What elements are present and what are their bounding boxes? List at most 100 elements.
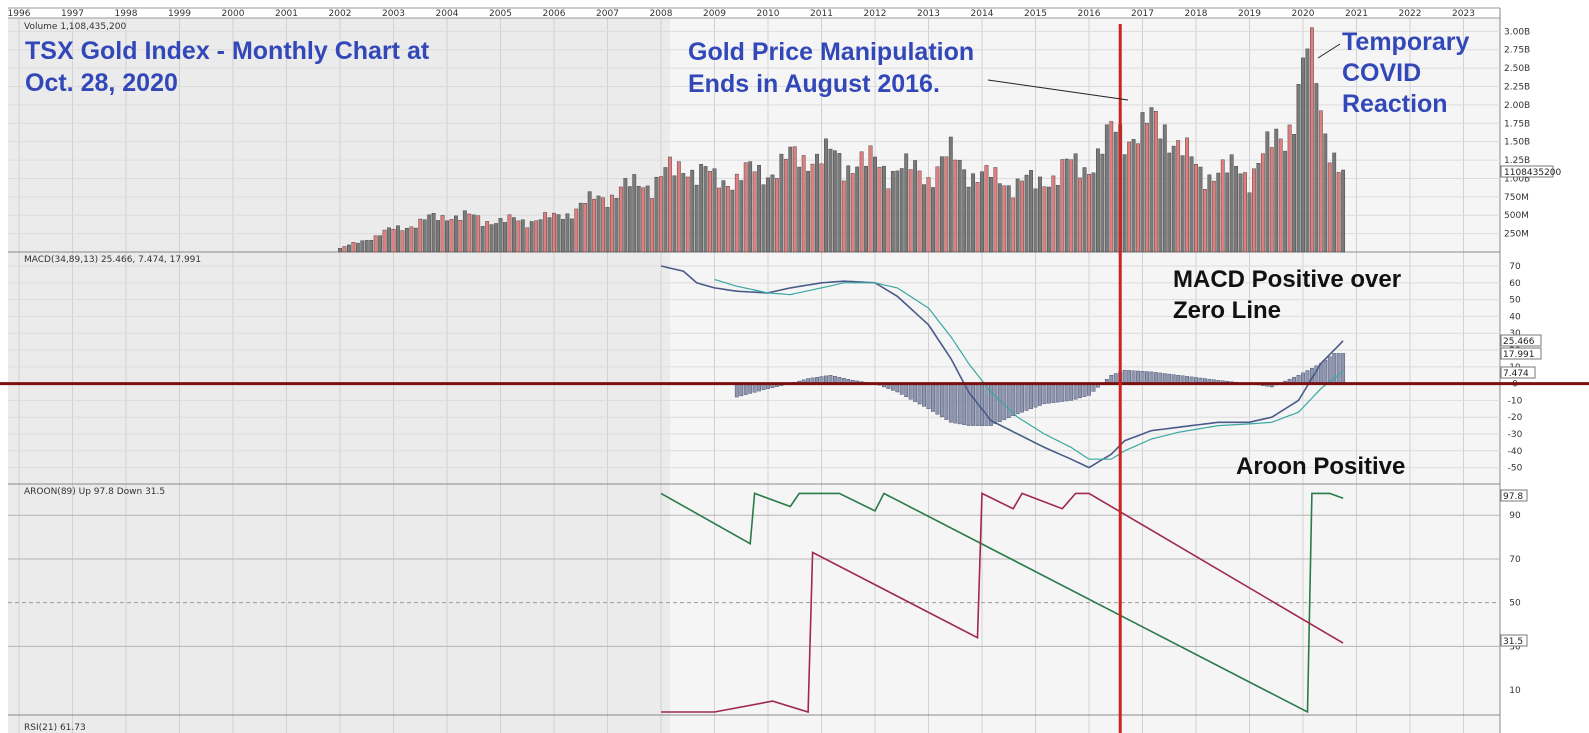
volume-bar [752,171,757,253]
volume-bar [1042,186,1047,253]
volume-bar [462,210,467,253]
x-tick-label: 2004 [436,9,459,19]
volume-bar [1029,170,1033,253]
histogram-bar [908,383,913,400]
volume-bar [605,207,610,253]
volume-bar [1006,185,1011,253]
volume-bar [806,170,811,253]
volume-bar [1220,159,1225,253]
x-tick-label: 2003 [382,9,405,19]
volume-bar [797,166,802,253]
volume-bar [1122,154,1127,253]
volume-bar [342,246,347,253]
aroon-gridlines [8,514,1500,647]
volume-bar [810,163,815,253]
volume-bar [529,221,534,253]
volume-bar [400,230,405,253]
volume-bar [904,153,909,253]
volume-bar [837,153,842,253]
x-tick-label: 2000 [222,9,245,19]
histogram-bar [1136,370,1140,384]
histogram-bar [734,383,739,398]
volume-bar [971,173,975,253]
histogram-bar [948,383,953,423]
volume-bar [561,219,565,253]
volume-bar [614,198,619,253]
histogram-bar [1145,371,1149,384]
volume-bar [618,186,623,253]
volume-bar [1189,156,1194,253]
volume-bar [855,166,860,253]
macd-tag: 25.466 [1503,337,1535,347]
macd-y-tick: 40 [1509,312,1521,322]
volume-bar [939,156,944,253]
volume-bar [980,171,984,253]
volume-bar [1073,153,1078,253]
macd-y-tick: -50 [1508,464,1523,474]
volume-bar [1033,188,1038,253]
x-tick-label: 2002 [329,9,352,19]
volume-bar [676,161,681,253]
volume-bar [1314,83,1319,253]
histogram-bar [1020,383,1025,413]
volume-bar [494,223,498,253]
histogram-bar [1122,369,1127,384]
volume-y-tick: 1.00B [1504,174,1530,184]
macd-y-tick: -40 [1508,447,1523,457]
volume-bar [413,227,418,253]
volume-bar [382,229,387,253]
volume-bar [1256,163,1261,253]
volume-bar [721,180,726,253]
x-axis: 1996 1997 1998 1999 2000 2001 2002 2003 2004 2005… [8,7,1500,19]
volume-bar [890,171,895,253]
volume-bar [1024,174,1029,253]
volume-bar [1176,140,1181,253]
volume-bar [957,159,962,253]
aroon-y-tick: 50 [1509,599,1521,609]
histogram-bar [1046,383,1051,404]
volume-bar [552,212,556,253]
volume-y-tick: 250M [1504,230,1529,240]
aroon-y-tick: 30 [1509,642,1521,652]
volume-bar [819,163,824,253]
volume-bar [1046,186,1051,253]
volume-bar [1225,172,1230,253]
chart-title-line1: TSX Gold Index - Monthly Chart at [25,37,430,65]
volume-bar [1087,174,1091,253]
aroon-down-line [661,492,1344,714]
volume-bar [480,226,485,253]
volume-bar [913,160,918,253]
histogram-bar [1055,383,1060,403]
volume-bar [338,248,342,253]
volume-bar [757,164,761,253]
signal-line [714,278,1344,460]
volume-bar [668,156,672,253]
volume-bar [1064,158,1069,253]
volume-bar [962,169,967,253]
covid-annotation-line1: Temporary [1342,28,1469,56]
volume-bar [948,136,953,253]
macd-panel-label: MACD(34,89,13) 25.466, 7.474, 17.991 [24,255,201,265]
x-tick-label: 2016 [1078,9,1101,19]
volume-bar [761,184,766,253]
volume-bar [565,213,570,253]
histogram-bar [922,383,926,407]
volume-bar [935,166,940,253]
volume-bar [783,158,788,253]
volume-bar [1243,172,1247,253]
volume-y-tick: 1.50B [1504,138,1530,148]
volume-bar [1287,124,1292,253]
histogram-bar [1024,383,1029,411]
macd-line [660,265,1344,469]
covid-annotation-line2: COVID [1342,59,1421,87]
volume-bar [373,235,378,253]
volume-bar [1100,153,1105,253]
volume-bar [445,220,449,253]
histogram-bar [1082,383,1087,397]
histogram-bar [971,383,975,426]
volume-bar [1238,173,1243,253]
volume-bar [396,225,400,253]
histogram-bar [739,383,744,397]
histogram-bar [939,383,944,418]
shaded-region [8,18,670,733]
